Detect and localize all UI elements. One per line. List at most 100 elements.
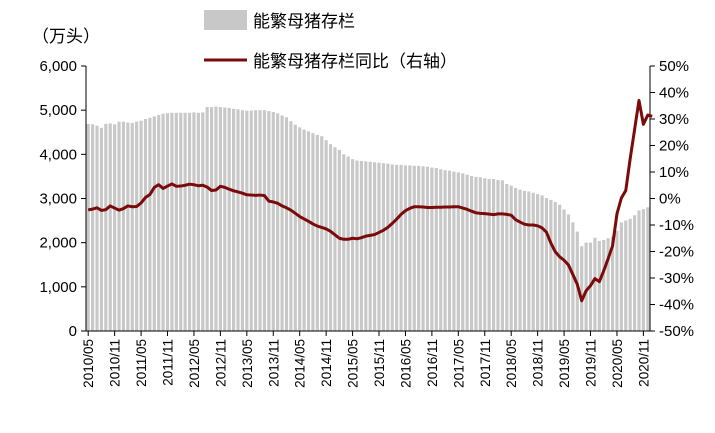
bar [500,180,504,331]
bar [324,140,328,331]
right-axis-ticks: -50% -40% -30% -20% -10% 0% 10% 20% 30% 40% 50% [650,58,694,340]
bar [152,116,156,331]
legend: 能繁母猪存栏 能繁母猪存栏同比（右轴） [204,10,457,72]
bar [491,179,496,331]
bar [170,112,174,331]
bar [544,198,549,331]
bar [227,107,231,332]
bar [562,209,566,331]
bar [223,107,227,332]
bar [179,112,183,331]
bar [165,113,170,331]
bar [311,133,315,331]
bar [549,199,553,331]
legend-line-label: 能繁母猪存栏同比（右轴） [253,52,457,72]
bar [302,129,306,331]
bar [350,159,355,331]
legend-bar-label: 能繁母猪存栏 [253,12,355,32]
bar [258,110,262,331]
legend-bar-swatch [204,10,247,30]
bar [408,165,412,332]
x-tick-label: 2015/05 [346,339,361,388]
bar [293,124,297,332]
bar [377,162,381,331]
x-tick-label: 2019/11 [584,339,599,387]
bar [597,240,601,331]
right-tick-label: 40% [659,85,689,102]
x-tick-label: 2017/11 [478,339,493,387]
bar [117,121,121,332]
bar [201,112,205,332]
bar [315,134,319,331]
bar [505,183,509,331]
bar [289,121,293,332]
left-tick-label: 2,000 [39,235,77,252]
bar [209,107,214,331]
bar [236,109,240,331]
bar [487,179,491,331]
bar [602,240,606,331]
bar [637,210,641,331]
bar [421,166,425,331]
x-tick-label: 2018/05 [504,339,519,388]
bar [276,113,280,331]
right-tick-label: -30% [659,270,694,287]
bar [447,170,452,331]
right-tick-label: 50% [659,58,689,75]
bar [478,177,482,331]
bar [527,191,531,331]
x-tick-label: 2014/05 [293,339,308,388]
right-tick-label: 10% [659,164,689,181]
bar [249,110,253,331]
bar [558,204,562,331]
x-tick-label: 2013/05 [240,339,255,388]
bar [113,124,117,331]
bar [531,192,535,331]
bar [240,110,245,331]
bar [214,106,218,331]
bar [469,175,474,331]
left-tick-label: 3,000 [39,191,77,208]
bar [139,120,143,332]
bar [483,178,487,331]
right-tick-label: -50% [659,323,694,340]
bar [183,112,187,331]
x-tick-label: 2019/05 [557,339,572,388]
bar [584,242,588,331]
bar [218,107,222,331]
bar [381,163,386,331]
left-axis-ticks: 0 1,000 2,000 3,000 4,000 5,000 6,000 [39,58,86,340]
bar [628,218,632,331]
bar [157,115,161,331]
bar [328,144,333,331]
bar [298,127,302,331]
bar [456,172,460,331]
x-tick-label: 2011/05 [134,339,149,387]
x-axis-ticks: 2010/05 2010/11 2011/05 2011/11 2012/05 2012/… [81,331,651,388]
bar [368,161,372,331]
bar [364,161,368,331]
left-tick-label: 5,000 [39,102,77,119]
left-tick-label: 0 [69,323,77,340]
bar [205,107,209,331]
x-tick-label: 2020/05 [610,339,625,388]
bar [143,119,148,331]
bar [148,117,152,331]
bar [624,220,628,331]
bar [284,117,289,331]
bar [99,127,104,331]
bar [161,113,165,331]
bar [593,237,597,331]
bar [267,111,271,331]
x-tick-label: 2012/11 [213,339,228,387]
bar [91,124,95,331]
bar [395,164,399,331]
bar [522,190,527,331]
x-tick-label: 2013/11 [266,339,281,387]
bar [439,169,443,331]
right-tick-label: -10% [659,217,694,234]
yoy-line [87,98,653,303]
bar [346,156,350,331]
right-tick-label: -20% [659,244,694,261]
